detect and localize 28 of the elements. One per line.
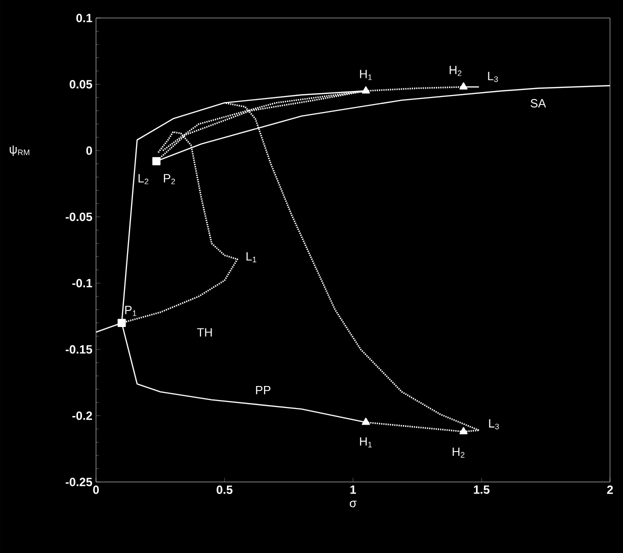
annotation: H$_{1}$ [360, 437, 372, 448]
annotation: H$_{1}$ [360, 70, 372, 80]
y-tick-label: -0.15 [66, 345, 92, 354]
y-tick-label: 0 [86, 146, 92, 155]
y-tick-label: -0.05 [66, 212, 92, 222]
annotation: L$_{3}$ [488, 72, 498, 82]
annotation: P$_{2}$ [164, 174, 175, 184]
annotation: L$_{1}$ [246, 252, 256, 262]
y-tick-label: -0.25 [66, 478, 92, 486]
x-tick-label: 1.5 [474, 486, 490, 494]
annotation: L$_{3}$ [489, 419, 499, 430]
x-tick-label: 0 [93, 486, 99, 494]
annotation: TH [197, 328, 212, 336]
x-tick-label: 1 [350, 486, 356, 494]
annotation: P$_{1}$ [125, 306, 136, 316]
y-tick-label: -0.1 [72, 278, 92, 288]
annotation: L$_{2}$ [138, 174, 148, 184]
y-tick-label: 0.1 [76, 14, 92, 22]
x-tick-label: 0.5 [216, 486, 232, 494]
x-axis-title: σ [350, 500, 357, 508]
y-axis-title: ψ$_{RM}$ [10, 146, 30, 156]
y-tick-label: 0.05 [70, 80, 92, 88]
annotation: H$_{2}$ [452, 448, 464, 458]
annotation: SA [530, 99, 546, 108]
annotation: PP [256, 386, 270, 394]
annotation: H$_{2}$ [450, 66, 462, 76]
y-tick-label: -0.2 [72, 411, 92, 420]
x-tick-label: 2 [607, 486, 613, 494]
